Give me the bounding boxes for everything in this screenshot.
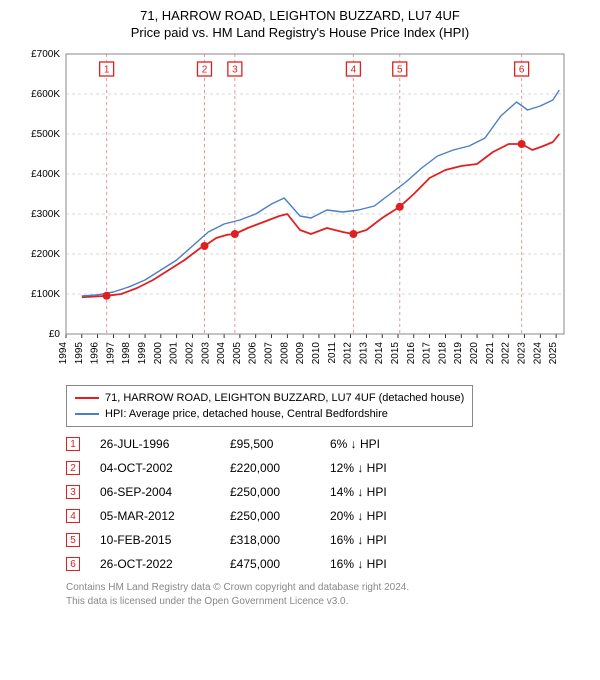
legend-label: 71, HARROW ROAD, LEIGHTON BUZZARD, LU7 4… xyxy=(105,390,464,406)
svg-text:2: 2 xyxy=(202,65,208,76)
transaction-marker: 1 xyxy=(66,437,80,451)
svg-text:2007: 2007 xyxy=(264,342,275,365)
svg-text:2022: 2022 xyxy=(501,342,512,365)
footer-attribution: Contains HM Land Registry data © Crown c… xyxy=(66,581,584,609)
chart-area: £0 £100K £200K £300K £400K £500K £600K £700K 199… xyxy=(16,44,584,379)
svg-text:2017: 2017 xyxy=(422,342,433,365)
svg-text:£200K: £200K xyxy=(31,249,60,260)
svg-text:£700K: £700K xyxy=(31,49,60,60)
legend-swatch xyxy=(75,413,99,414)
svg-text:2000: 2000 xyxy=(153,342,164,365)
transaction-hpi: 20% ↓ HPI xyxy=(330,509,420,523)
transaction-marker: 2 xyxy=(66,461,80,475)
transaction-hpi: 6% ↓ HPI xyxy=(330,437,420,451)
svg-text:1996: 1996 xyxy=(90,342,101,365)
transaction-price: £250,000 xyxy=(230,485,310,499)
svg-text:1994: 1994 xyxy=(58,342,69,365)
svg-text:£500K: £500K xyxy=(31,129,60,140)
transaction-hpi: 16% ↓ HPI xyxy=(330,533,420,547)
transaction-hpi: 12% ↓ HPI xyxy=(330,461,420,475)
svg-text:4: 4 xyxy=(351,65,357,76)
svg-text:2014: 2014 xyxy=(374,342,385,365)
svg-text:2025: 2025 xyxy=(548,342,559,365)
legend-swatch xyxy=(75,397,99,399)
transaction-price: £220,000 xyxy=(230,461,310,475)
transaction-marker: 3 xyxy=(66,485,80,499)
svg-text:2015: 2015 xyxy=(390,342,401,365)
subtitle: Price paid vs. HM Land Registry's House … xyxy=(16,25,584,40)
transaction-row: 4 05-MAR-2012 £250,000 20% ↓ HPI xyxy=(66,509,584,523)
legend: 71, HARROW ROAD, LEIGHTON BUZZARD, LU7 4… xyxy=(66,385,473,427)
svg-text:1999: 1999 xyxy=(137,342,148,365)
footer-line-2: This data is licensed under the Open Gov… xyxy=(66,595,584,609)
svg-text:£400K: £400K xyxy=(31,169,60,180)
svg-text:2004: 2004 xyxy=(216,342,227,365)
svg-text:2008: 2008 xyxy=(279,342,290,365)
svg-text:2013: 2013 xyxy=(358,342,369,365)
chart-container: 71, HARROW ROAD, LEIGHTON BUZZARD, LU7 4… xyxy=(0,0,600,617)
svg-text:1998: 1998 xyxy=(121,342,132,365)
svg-text:3: 3 xyxy=(232,65,238,76)
svg-text:2016: 2016 xyxy=(406,342,417,365)
transaction-marker: 6 xyxy=(66,557,80,571)
svg-text:2021: 2021 xyxy=(485,342,496,365)
svg-text:2018: 2018 xyxy=(437,342,448,365)
transaction-hpi: 14% ↓ HPI xyxy=(330,485,420,499)
svg-text:2023: 2023 xyxy=(516,342,527,365)
chart-svg: £0 £100K £200K £300K £400K £500K £600K £700K 199… xyxy=(16,44,576,374)
svg-text:5: 5 xyxy=(397,65,403,76)
transaction-row: 6 26-OCT-2022 £475,000 16% ↓ HPI xyxy=(66,557,584,571)
svg-text:1: 1 xyxy=(104,65,110,76)
transaction-row: 3 06-SEP-2004 £250,000 14% ↓ HPI xyxy=(66,485,584,499)
svg-text:2024: 2024 xyxy=(532,342,543,365)
legend-row: HPI: Average price, detached house, Cent… xyxy=(75,406,464,422)
svg-text:2005: 2005 xyxy=(232,342,243,365)
transaction-row: 5 10-FEB-2015 £318,000 16% ↓ HPI xyxy=(66,533,584,547)
svg-text:£0: £0 xyxy=(49,329,61,340)
svg-text:£100K: £100K xyxy=(31,289,60,300)
transactions-table: 1 26-JUL-1996 £95,500 6% ↓ HPI 2 04-OCT-2002 £… xyxy=(66,437,584,571)
footer-line-1: Contains HM Land Registry data © Crown c… xyxy=(66,581,584,595)
svg-text:2009: 2009 xyxy=(295,342,306,365)
legend-row: 71, HARROW ROAD, LEIGHTON BUZZARD, LU7 4… xyxy=(75,390,464,406)
svg-text:£300K: £300K xyxy=(31,209,60,220)
svg-text:2012: 2012 xyxy=(343,342,354,365)
transaction-date: 06-SEP-2004 xyxy=(100,485,210,499)
transaction-date: 10-FEB-2015 xyxy=(100,533,210,547)
transaction-price: £475,000 xyxy=(230,557,310,571)
transaction-row: 2 04-OCT-2002 £220,000 12% ↓ HPI xyxy=(66,461,584,475)
svg-text:2019: 2019 xyxy=(453,342,464,365)
legend-label: HPI: Average price, detached house, Cent… xyxy=(105,406,388,422)
svg-text:1995: 1995 xyxy=(74,342,85,365)
svg-text:2011: 2011 xyxy=(327,342,338,364)
transaction-date: 05-MAR-2012 xyxy=(100,509,210,523)
svg-text:2010: 2010 xyxy=(311,342,322,365)
transaction-price: £250,000 xyxy=(230,509,310,523)
svg-text:2020: 2020 xyxy=(469,342,480,365)
transaction-date: 26-JUL-1996 xyxy=(100,437,210,451)
transaction-date: 04-OCT-2002 xyxy=(100,461,210,475)
transaction-marker: 4 xyxy=(66,509,80,523)
transaction-marker: 5 xyxy=(66,533,80,547)
address-title: 71, HARROW ROAD, LEIGHTON BUZZARD, LU7 4… xyxy=(16,8,584,23)
svg-text:2001: 2001 xyxy=(169,342,180,365)
svg-text:2002: 2002 xyxy=(184,342,195,365)
svg-text:2006: 2006 xyxy=(248,342,259,365)
svg-text:£600K: £600K xyxy=(31,89,60,100)
transaction-price: £318,000 xyxy=(230,533,310,547)
svg-text:2003: 2003 xyxy=(200,342,211,365)
transaction-date: 26-OCT-2022 xyxy=(100,557,210,571)
title-block: 71, HARROW ROAD, LEIGHTON BUZZARD, LU7 4… xyxy=(16,8,584,40)
svg-text:6: 6 xyxy=(519,65,525,76)
transaction-hpi: 16% ↓ HPI xyxy=(330,557,420,571)
svg-text:1997: 1997 xyxy=(105,342,116,365)
transaction-row: 1 26-JUL-1996 £95,500 6% ↓ HPI xyxy=(66,437,584,451)
transaction-price: £95,500 xyxy=(230,437,310,451)
